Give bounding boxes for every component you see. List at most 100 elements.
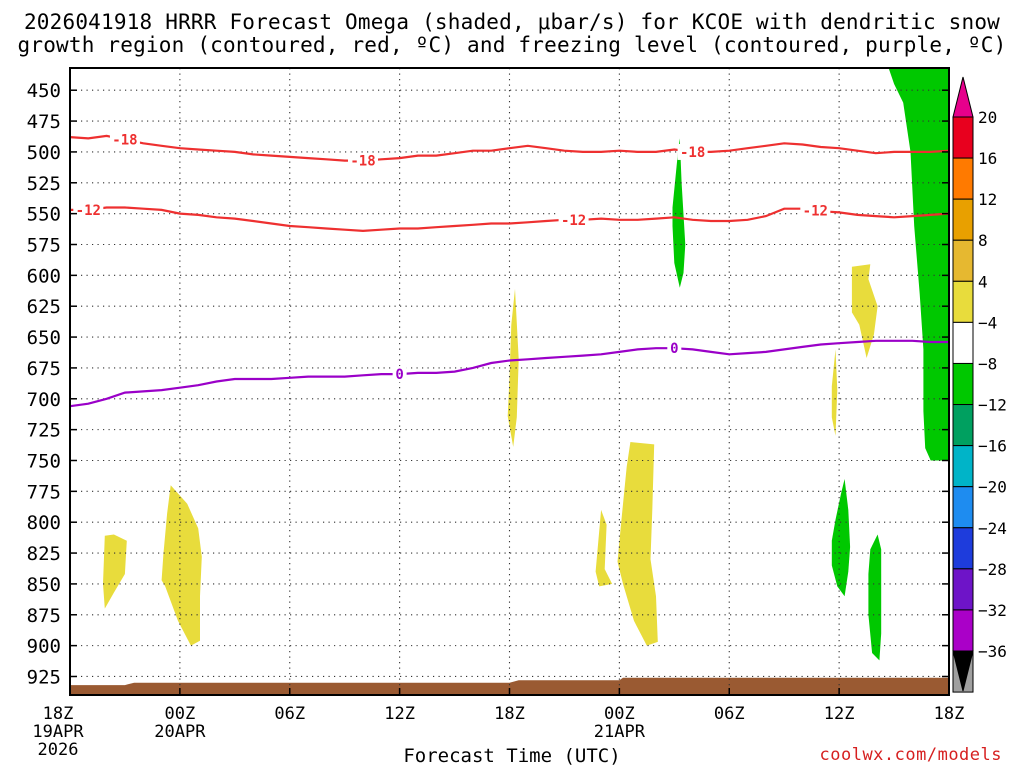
x-tick-label-18-0: 12Z bbox=[384, 704, 415, 724]
y-tick-label-600: 600 bbox=[27, 265, 61, 287]
dgz-contour-1-label-0: -12 bbox=[76, 203, 101, 219]
dgz-contour-1-label-1: -12 bbox=[561, 213, 586, 229]
y-tick-label-800: 800 bbox=[27, 512, 61, 534]
omega-shade-region-7 bbox=[831, 349, 838, 436]
freezing-level-contour-label-0: 0 bbox=[395, 367, 403, 383]
omega-shade-region-8 bbox=[831, 479, 851, 597]
dgz-contour-0-line bbox=[69, 134, 950, 162]
dgz-contour-0-label-1: -18 bbox=[350, 154, 375, 170]
x-tick-label-0-0: 18Z bbox=[43, 704, 74, 724]
x-tick-label-36-0: 06Z bbox=[714, 704, 745, 724]
omega-shade-region-2 bbox=[507, 288, 519, 447]
colorbar-bin-0 bbox=[952, 116, 974, 159]
dgz-contour-0-label-bg-1 bbox=[348, 152, 378, 169]
axes-layer: 450 475 500 525 550 575 600 625 650 675 700 725 750 7… bbox=[27, 67, 965, 760]
x-tick-label-6-1: 20APR bbox=[154, 722, 206, 742]
x-axis-title: Forecast Time (UTC) bbox=[403, 745, 621, 767]
x-tick-label-12-0: 06Z bbox=[274, 704, 305, 724]
y-tick-label-625: 625 bbox=[27, 296, 61, 318]
dgz-contour-0-label-0: -18 bbox=[112, 133, 137, 149]
colorbar-bin-2 bbox=[952, 198, 974, 241]
omega-shade-region-4 bbox=[617, 442, 658, 646]
colorbar-bin-4 bbox=[952, 280, 974, 323]
y-tick-label-850: 850 bbox=[27, 574, 61, 596]
y-tick-label-525: 525 bbox=[27, 173, 61, 195]
chart-title-line-2: growth region (contoured, red, ºC) and f… bbox=[17, 33, 1007, 57]
dgz-contour-0-label-bg-2 bbox=[677, 143, 708, 160]
colorbar-bin-9 bbox=[952, 486, 974, 529]
x-tick-label-48-0: 18Z bbox=[934, 704, 965, 724]
dgz-contour-1-label-bg-0 bbox=[73, 201, 104, 218]
colorbar-bin-1 bbox=[952, 157, 974, 200]
colorbar-bin-5 bbox=[952, 321, 974, 364]
freezing-level-contour-label-bg-0 bbox=[392, 366, 407, 383]
colorbar-label-20: 20 bbox=[978, 108, 997, 127]
y-tick-label-750: 750 bbox=[27, 450, 61, 472]
x-tick-label-6-0: 00Z bbox=[165, 704, 196, 724]
colorbar-top-arrow bbox=[952, 76, 974, 118]
x-tick-label-30-1: 21APR bbox=[594, 722, 646, 742]
colorbar-bin-6 bbox=[952, 362, 974, 406]
grid-layer bbox=[70, 68, 949, 695]
y-tick-label-700: 700 bbox=[27, 389, 61, 411]
y-tick-label-675: 675 bbox=[27, 358, 61, 380]
colorbar-label-8: 8 bbox=[978, 231, 988, 250]
dgz-contour-0-label-bg-0 bbox=[109, 131, 140, 148]
colorbar-label--28: −28 bbox=[978, 560, 1007, 579]
colorbar-bin-8 bbox=[952, 445, 974, 488]
omega-shading-layer bbox=[103, 68, 949, 661]
dgz-contour-1-label-2: -12 bbox=[803, 203, 828, 219]
colorbar-layer: 20 16 12 8 4 −4 −8 −12 −16 −20 −24 −28 −32 −36 bbox=[952, 76, 1007, 693]
colorbar-label--24: −24 bbox=[978, 519, 1007, 538]
omega-shade-region-5 bbox=[672, 138, 686, 288]
site-credit: coolwx.com/models bbox=[819, 745, 1002, 765]
colorbar-label-4: 4 bbox=[978, 272, 988, 291]
omega-shade-region-1 bbox=[161, 485, 202, 646]
y-tick-label-775: 775 bbox=[27, 481, 61, 503]
freezing-level-contour-label-bg-1 bbox=[667, 340, 682, 357]
colorbar-bin-12 bbox=[952, 609, 974, 652]
colorbar-label-16: 16 bbox=[978, 149, 997, 168]
y-tick-label-875: 875 bbox=[27, 605, 61, 627]
colorbar-label--16: −16 bbox=[978, 437, 1007, 456]
y-tick-label-925: 925 bbox=[27, 666, 61, 688]
dgz-contour-1-label-bg-2 bbox=[800, 202, 831, 219]
dgz-contour-0-label-2: -18 bbox=[680, 145, 705, 161]
colorbar-bin-3 bbox=[952, 239, 974, 282]
colorbar-label-12: 12 bbox=[978, 190, 997, 209]
freezing-level-contour-label-1: 0 bbox=[670, 341, 678, 357]
contour-layer: -18 -18 -18 -12 -12 -12 0 0 bbox=[69, 131, 950, 408]
y-tick-label-575: 575 bbox=[27, 234, 61, 256]
omega-shade-region-9 bbox=[868, 534, 882, 661]
x-tick-label-24-0: 18Z bbox=[494, 704, 525, 724]
y-tick-label-450: 450 bbox=[27, 80, 61, 102]
omega-shade-region-3 bbox=[595, 509, 613, 587]
omega-shade-region-10 bbox=[888, 68, 949, 461]
colorbar-label--8: −8 bbox=[978, 354, 997, 373]
dgz-contour-1-label-bg-1 bbox=[558, 211, 589, 228]
x-tick-label-30-0: 00Z bbox=[604, 704, 635, 724]
y-tick-label-650: 650 bbox=[27, 327, 61, 349]
colorbar-label--12: −12 bbox=[978, 396, 1007, 415]
y-tick-label-500: 500 bbox=[27, 142, 61, 164]
omega-shade-region-0 bbox=[103, 534, 127, 609]
colorbar-bottom-arrow bbox=[952, 650, 974, 692]
freezing-level-contour-line bbox=[69, 339, 949, 408]
y-tick-label-825: 825 bbox=[27, 543, 61, 565]
colorbar-bin-10 bbox=[952, 527, 974, 570]
x-tick-label-42-0: 12Z bbox=[824, 704, 855, 724]
colorbar-label--32: −32 bbox=[978, 601, 1007, 620]
colorbar-label--20: −20 bbox=[978, 478, 1007, 497]
y-tick-label-725: 725 bbox=[27, 420, 61, 442]
colorbar-label--4: −4 bbox=[978, 313, 997, 332]
x-tick-label-0-2: 2026 bbox=[38, 740, 79, 760]
colorbar-label--36: −36 bbox=[978, 642, 1007, 661]
omega-shade-region-6 bbox=[851, 264, 878, 358]
colorbar-bin-7 bbox=[952, 404, 974, 447]
y-tick-label-475: 475 bbox=[27, 111, 61, 133]
x-tick-label-0-1: 19APR bbox=[32, 722, 84, 742]
chart-title-line-1: 2026041918 HRRR Forecast Omega (shaded, … bbox=[23, 10, 1001, 34]
y-tick-label-900: 900 bbox=[27, 636, 61, 658]
colorbar-bin-11 bbox=[952, 568, 974, 611]
